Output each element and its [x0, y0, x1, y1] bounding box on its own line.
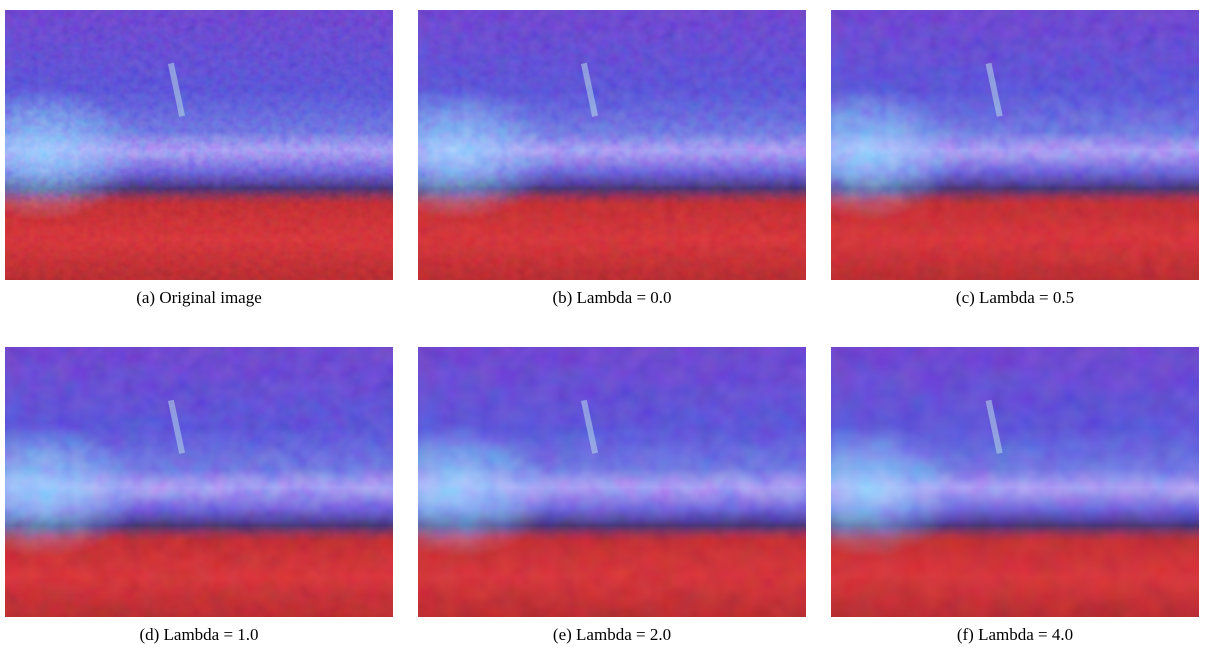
image — [418, 10, 806, 280]
panel: (f) Lambda = 4.0 — [831, 347, 1199, 644]
image — [5, 10, 393, 280]
texture — [418, 347, 806, 617]
caption: (f) Lambda = 4.0 — [956, 625, 1074, 644]
streak — [985, 399, 1003, 454]
texture — [418, 10, 806, 280]
panel: (e) Lambda = 2.0 — [418, 347, 806, 644]
image — [418, 347, 806, 617]
panel: (b) Lambda = 0.0 — [418, 10, 806, 307]
streak — [167, 399, 186, 454]
streak — [167, 62, 186, 117]
caption: (e) Lambda = 2.0 — [552, 625, 672, 644]
caption: (a) Original image — [136, 288, 262, 307]
texture — [5, 347, 393, 617]
caption: (d) Lambda = 1.0 — [139, 625, 259, 644]
panel: (d) Lambda = 1.0 — [5, 347, 393, 644]
caption: (b) Lambda = 0.0 — [552, 288, 672, 307]
texture — [831, 10, 1199, 280]
texture — [5, 10, 393, 280]
streak — [985, 62, 1003, 117]
streak — [580, 62, 599, 117]
image — [831, 347, 1199, 617]
image — [5, 347, 393, 617]
texture — [831, 347, 1199, 617]
caption: (c) Lambda = 0.5 — [955, 288, 1075, 307]
panel: (a) Original image — [5, 10, 393, 307]
panel: (c) Lambda = 0.5 — [831, 10, 1199, 307]
image — [831, 10, 1199, 280]
streak — [580, 399, 599, 454]
